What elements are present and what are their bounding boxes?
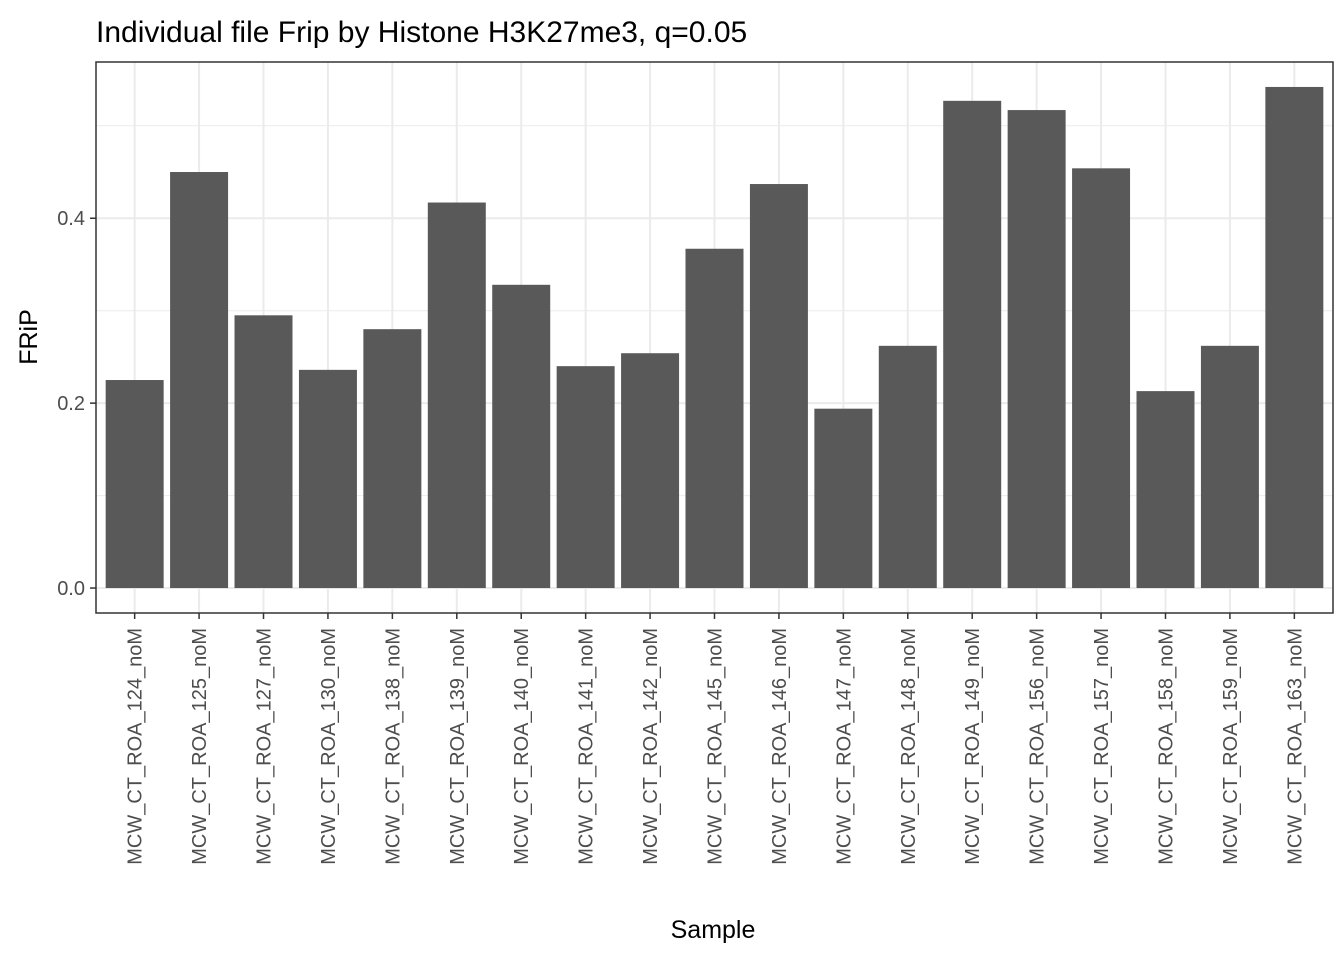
bar-MCW_CT_ROA_127_noM: [234, 315, 293, 589]
bar-MCW_CT_ROA_139_noM: [427, 202, 486, 589]
bar-MCW_CT_ROA_159_noM: [1200, 345, 1259, 589]
chart-title: Individual file Frip by Histone H3K27me3…: [96, 16, 747, 49]
y-axis: 0.0 0.2 0.4: [57, 208, 96, 600]
x-tick-label: MCW_CT_ROA_142_noM: [640, 628, 662, 865]
y-tick-label: 0.2: [57, 393, 85, 415]
bar-MCW_CT_ROA_125_noM: [170, 172, 229, 589]
bar-MCW_CT_ROA_163_noM: [1265, 86, 1324, 589]
bars: [105, 86, 1324, 589]
x-tick-label: MCW_CT_ROA_141_noM: [576, 628, 598, 865]
x-tick-label: MCW_CT_ROA_130_noM: [318, 628, 340, 865]
x-tick-label: MCW_CT_ROA_156_noM: [1027, 628, 1049, 865]
x-tick-label: MCW_CT_ROA_127_noM: [254, 628, 276, 865]
bar-MCW_CT_ROA_157_noM: [1072, 168, 1131, 589]
bar-MCW_CT_ROA_149_noM: [943, 100, 1002, 589]
panel-border: [95, 61, 1334, 614]
bar-MCW_CT_ROA_141_noM: [556, 366, 615, 589]
bar-MCW_CT_ROA_124_noM: [105, 380, 164, 589]
x-tick-label: MCW_CT_ROA_163_noM: [1284, 628, 1306, 865]
x-tick-label: MCW_CT_ROA_149_noM: [962, 628, 984, 865]
x-axis: MCW_CT_ROA_124_noM MCW_CT_ROA_125_noM MCW_…: [125, 613, 1306, 865]
bar-MCW_CT_ROA_145_noM: [685, 248, 744, 589]
x-tick-label: MCW_CT_ROA_124_noM: [125, 628, 147, 865]
x-tick-label: MCW_CT_ROA_125_noM: [189, 628, 211, 865]
x-tick-label: MCW_CT_ROA_159_noM: [1220, 628, 1242, 865]
x-tick-label: MCW_CT_ROA_139_noM: [447, 628, 469, 865]
y-axis-title: FRiP: [15, 309, 43, 365]
bar-MCW_CT_ROA_146_noM: [749, 184, 808, 589]
bar-MCW_CT_ROA_156_noM: [1007, 110, 1066, 589]
x-tick-label: MCW_CT_ROA_138_noM: [382, 628, 404, 865]
x-tick-label: MCW_CT_ROA_158_noM: [1155, 628, 1177, 865]
x-tick-label: MCW_CT_ROA_140_noM: [511, 628, 533, 865]
bar-MCW_CT_ROA_138_noM: [363, 329, 422, 589]
bar-MCW_CT_ROA_130_noM: [298, 369, 357, 589]
bar-MCW_CT_ROA_140_noM: [492, 284, 551, 589]
x-tick-label: MCW_CT_ROA_147_noM: [833, 628, 855, 865]
x-tick-label: MCW_CT_ROA_146_noM: [769, 628, 791, 865]
bar-MCW_CT_ROA_158_noM: [1136, 391, 1195, 589]
x-tick-label: MCW_CT_ROA_145_noM: [705, 628, 727, 865]
x-axis-title: Sample: [671, 916, 756, 944]
bar-MCW_CT_ROA_142_noM: [621, 353, 680, 589]
bar-MCW_CT_ROA_147_noM: [814, 408, 873, 589]
x-tick-label: MCW_CT_ROA_157_noM: [1091, 628, 1113, 865]
y-tick-label: 0.4: [57, 208, 85, 230]
x-tick-label: MCW_CT_ROA_148_noM: [898, 628, 920, 865]
bar-MCW_CT_ROA_148_noM: [878, 345, 937, 589]
y-tick-label: 0.0: [57, 578, 85, 600]
